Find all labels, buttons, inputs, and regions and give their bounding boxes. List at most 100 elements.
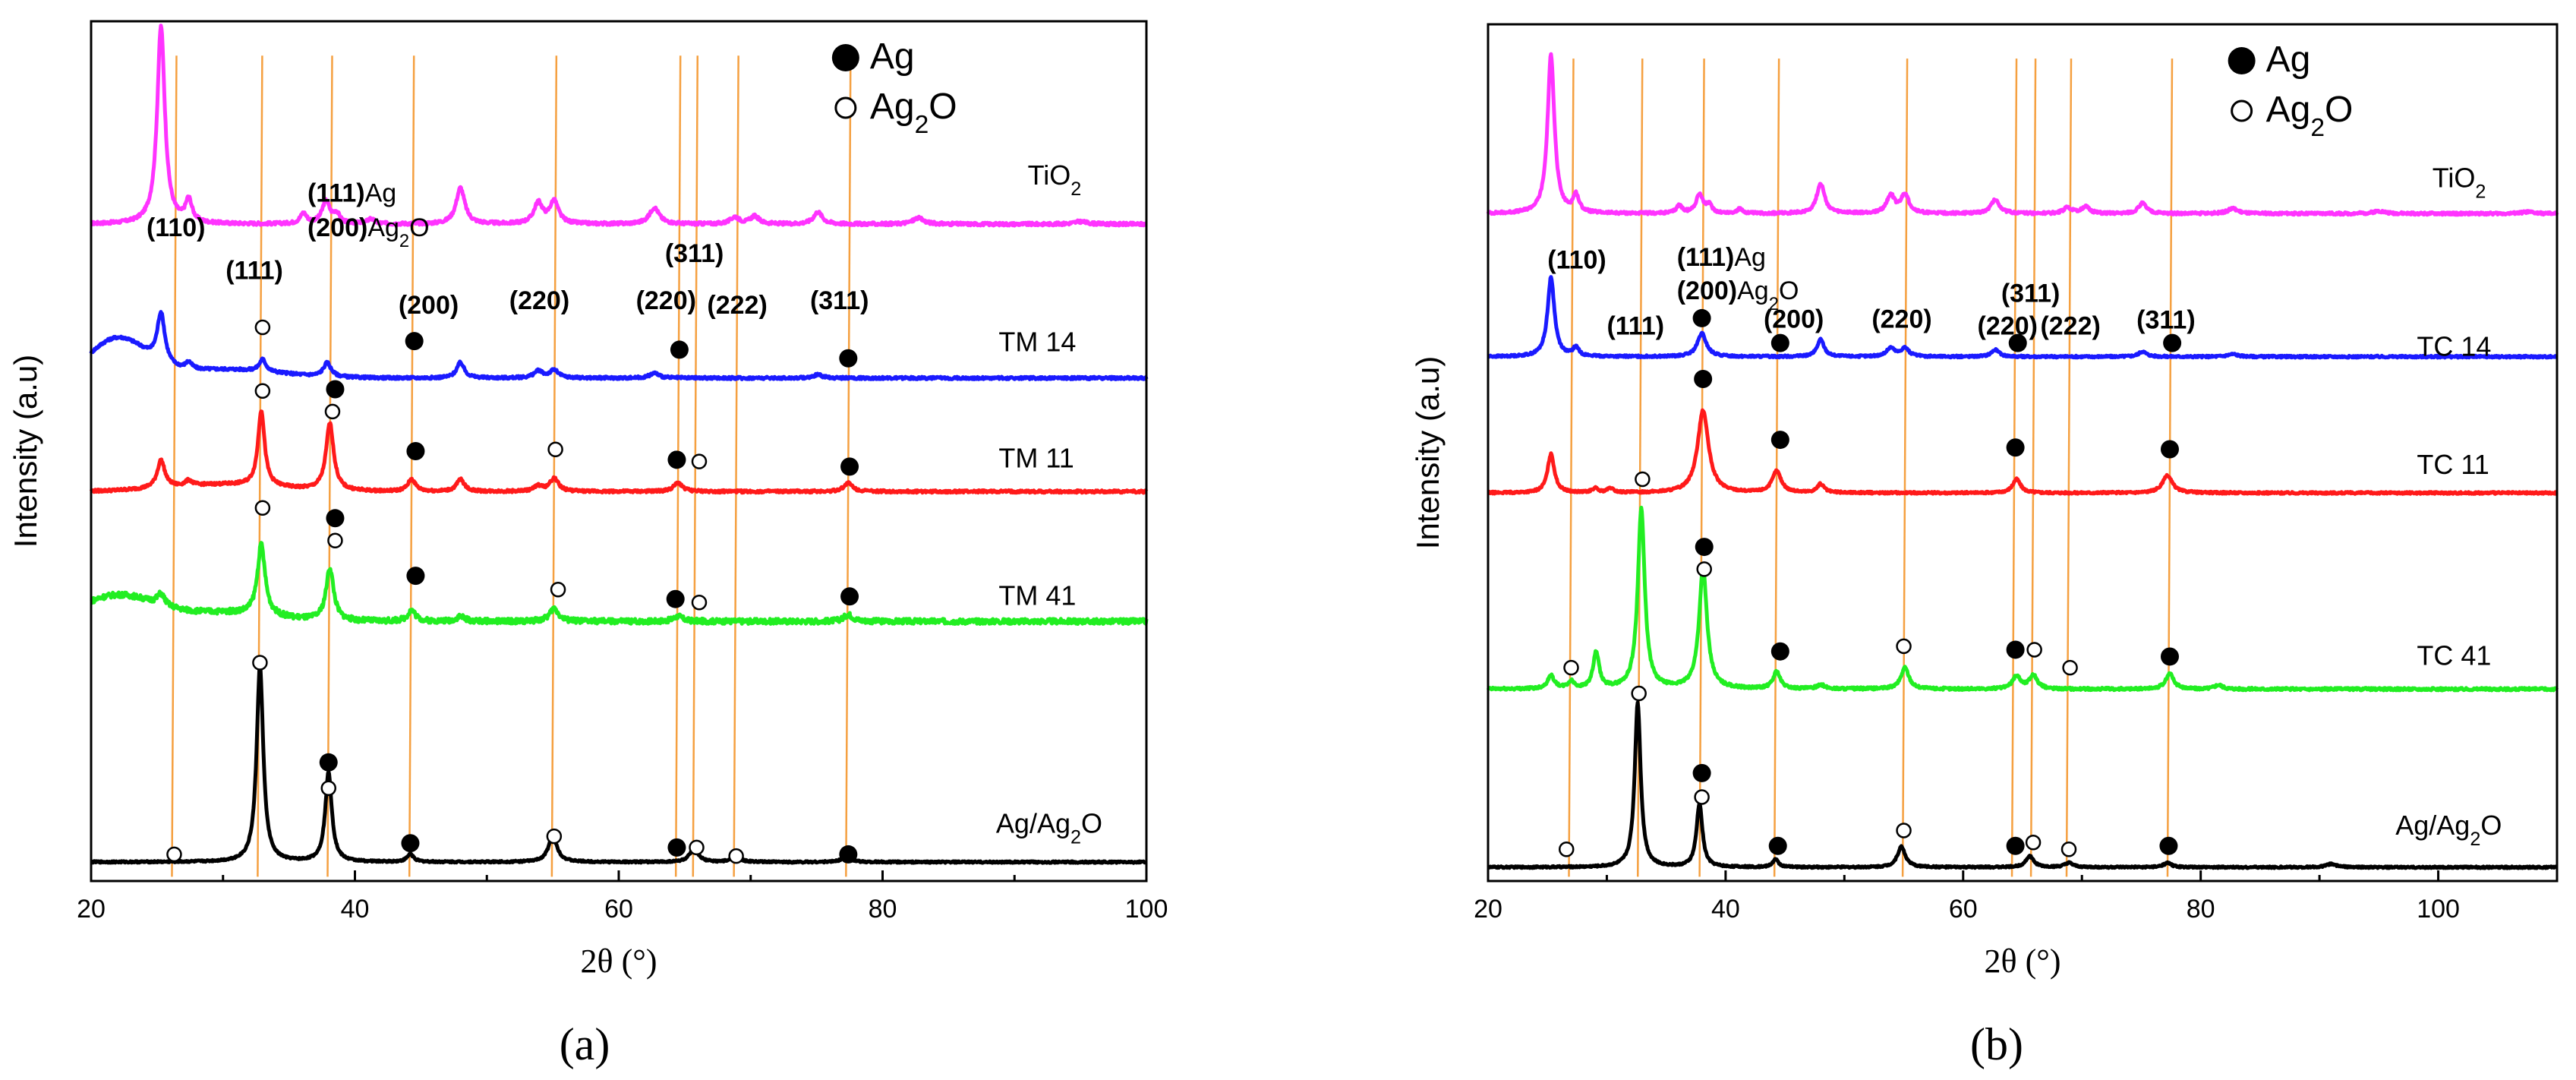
x-tick-label: 40 bbox=[341, 895, 370, 924]
panel-label-part: (b) bbox=[1970, 1019, 2023, 1069]
plane-label: (220) bbox=[1871, 305, 1931, 333]
plane-label-part: (200) bbox=[1677, 276, 1737, 305]
series-label: Ag/Ag2O bbox=[996, 808, 1102, 848]
ag2o-marker bbox=[1694, 789, 1710, 805]
series-label-part: 2 bbox=[1070, 178, 1081, 200]
plane-label-part: (311) bbox=[810, 286, 869, 315]
plane-label: (220) bbox=[636, 286, 696, 315]
panel-label: (a) bbox=[560, 1019, 610, 1069]
reference-line bbox=[2029, 58, 2037, 877]
plane-label: (311) bbox=[665, 239, 724, 268]
plane-label-part: 2 bbox=[1769, 294, 1779, 314]
plane-label-part: (222) bbox=[707, 291, 767, 320]
panel-label: (b) bbox=[1970, 1019, 2023, 1069]
plane-label-part: 2 bbox=[399, 231, 409, 251]
plane-label-part: (111) bbox=[307, 179, 365, 208]
legend-label: Ag bbox=[870, 36, 915, 77]
plane-label-part: (111) bbox=[1677, 243, 1735, 272]
x-tick-label-part: 20 bbox=[1474, 895, 1502, 924]
legend-label-part: Ag bbox=[2266, 39, 2311, 80]
series-label-part: Ag/Ag bbox=[2395, 810, 2470, 841]
ag2o-marker bbox=[2062, 659, 2078, 676]
ag2o-marker bbox=[691, 594, 708, 611]
ag-marker bbox=[2006, 640, 2025, 659]
series-label-part: TiO bbox=[1028, 159, 1071, 191]
plane-label: (111) bbox=[1606, 311, 1664, 340]
x-tick-label: 80 bbox=[869, 895, 897, 924]
plane-label: (311) bbox=[2136, 305, 2196, 334]
x-tick-label-part: 40 bbox=[341, 895, 370, 924]
plane-label: (200) bbox=[1764, 305, 1824, 333]
plane-label-part: Ag bbox=[365, 179, 397, 208]
ag2o-marker bbox=[252, 655, 268, 671]
reference-line bbox=[1568, 58, 1575, 877]
plane-label: (222) bbox=[707, 291, 767, 320]
ag-marker bbox=[2006, 836, 2025, 855]
series-label: TC 11 bbox=[2417, 449, 2489, 480]
x-axis-title: 2θ (°) bbox=[1985, 943, 2061, 980]
series-label: TM 14 bbox=[998, 327, 1076, 358]
ag-marker bbox=[839, 349, 858, 368]
x-tick-label-part: 40 bbox=[1711, 895, 1740, 924]
reference-line bbox=[2166, 58, 2174, 877]
x-tick-label: 60 bbox=[604, 895, 633, 924]
plane-label-part: (220) bbox=[1978, 311, 2038, 340]
series-label: TiO2 bbox=[1028, 159, 1082, 200]
x-tick-label-part: 80 bbox=[2187, 895, 2215, 924]
ag-marker bbox=[1692, 763, 1711, 782]
ag-marker bbox=[2006, 438, 2025, 457]
plane-label-part: O bbox=[409, 213, 429, 242]
reference-line bbox=[1698, 58, 1705, 877]
x-axis-title-part: 2θ (°) bbox=[1985, 943, 2061, 980]
ag2o-marker bbox=[546, 828, 563, 845]
plane-label-part: (111) bbox=[1606, 311, 1664, 340]
plane-label: (110) bbox=[1547, 245, 1606, 274]
series-label-part: TC 41 bbox=[2417, 640, 2491, 671]
plane-label-part: (311) bbox=[2001, 279, 2060, 308]
legend-label: Ag2O bbox=[870, 87, 957, 139]
ag2o-marker bbox=[320, 780, 336, 796]
ag-marker bbox=[667, 838, 686, 857]
plane-label-part: (222) bbox=[2040, 311, 2100, 340]
reference-line bbox=[408, 55, 415, 877]
series-label-part: O bbox=[2480, 810, 2502, 841]
x-tick-label: 80 bbox=[2187, 895, 2215, 924]
plane-label-part: (220) bbox=[509, 286, 569, 315]
ag2o-marker bbox=[254, 500, 271, 516]
reference-line bbox=[2065, 58, 2073, 877]
ag-marker bbox=[1695, 538, 1714, 557]
y-axis-title: Intensity (a.u) bbox=[8, 355, 43, 548]
ag-marker bbox=[1770, 431, 1789, 450]
series-line-tio2 bbox=[90, 24, 1148, 228]
plane-label-part: (220) bbox=[636, 286, 696, 315]
x-tick-label-part: 60 bbox=[1949, 895, 1978, 924]
plot-frame bbox=[90, 20, 1148, 883]
plane-label: (222) bbox=[2040, 311, 2100, 340]
ag-marker bbox=[1770, 642, 1789, 661]
x-axis-title-part: 2θ (°) bbox=[581, 943, 657, 980]
legend-label-part: Ag bbox=[870, 87, 915, 127]
x-tick-label: 20 bbox=[77, 895, 106, 924]
series-line-tc-41 bbox=[1486, 505, 2559, 693]
series-label: TC 41 bbox=[2417, 640, 2491, 671]
series-label: Ag/Ag2O bbox=[2395, 810, 2502, 850]
ag2o-marker bbox=[689, 839, 705, 856]
legend-label-part: 2 bbox=[2310, 114, 2325, 142]
plane-label-part: (220) bbox=[1871, 305, 1931, 333]
ag2o-marker bbox=[691, 453, 708, 469]
x-tick-label: 60 bbox=[1949, 895, 1978, 924]
ag-marker bbox=[839, 845, 858, 864]
legend-ag-marker bbox=[831, 44, 859, 71]
x-tick-label-part: 20 bbox=[77, 895, 106, 924]
ag2o-marker bbox=[327, 532, 343, 548]
ag-marker bbox=[326, 380, 345, 399]
ag2o-marker bbox=[166, 846, 182, 863]
plot-frame bbox=[1487, 23, 2559, 883]
ag-marker bbox=[1694, 369, 1713, 388]
ag-marker bbox=[405, 332, 424, 351]
plane-label-part: Ag bbox=[367, 213, 399, 242]
series-line-tm-41 bbox=[90, 541, 1149, 626]
ag2o-marker bbox=[550, 582, 566, 598]
ag2o-marker bbox=[1696, 561, 1712, 577]
